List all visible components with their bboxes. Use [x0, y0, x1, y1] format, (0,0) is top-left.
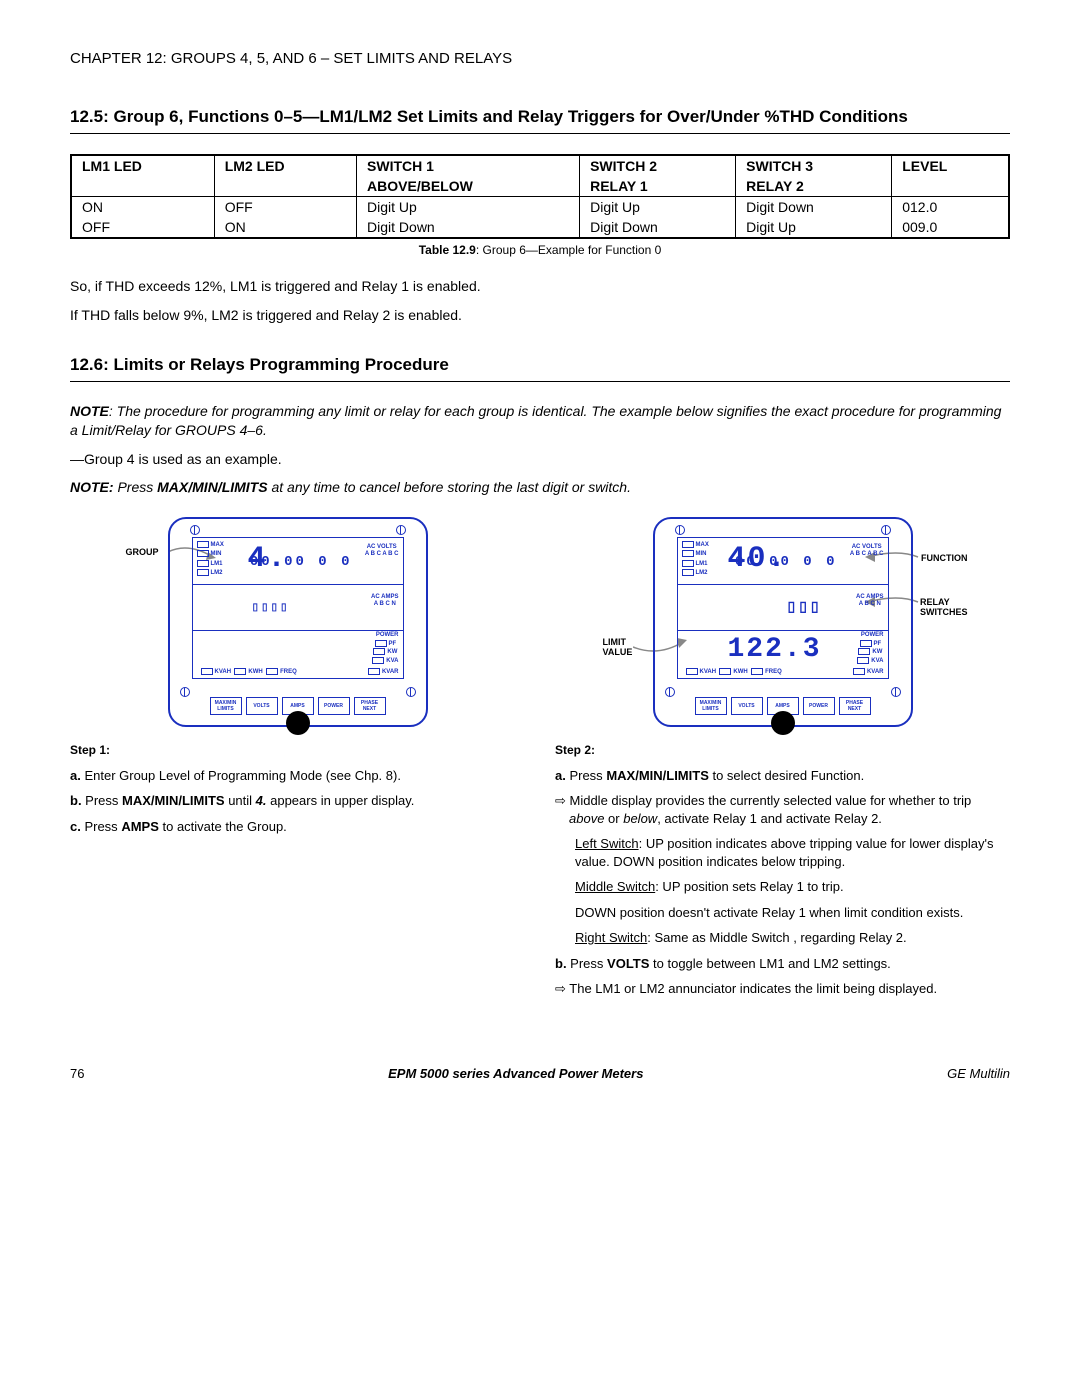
td: Digit Up — [357, 197, 580, 218]
td: Digit Up — [580, 197, 736, 218]
section-12-5-title: 12.5: Group 6, Functions 0–5—LM1/LM2 Set… — [70, 107, 1010, 127]
th — [892, 176, 1009, 197]
th: ABOVE/BELOW — [357, 176, 580, 197]
th: SWITCH 2 — [580, 155, 736, 176]
table-12-9: LM1 LED LM2 LED SWITCH 1 SWITCH 2 SWITCH… — [70, 154, 1010, 239]
rule — [70, 381, 1010, 382]
td: ON — [71, 197, 214, 218]
th: SWITCH 1 — [357, 155, 580, 176]
step-1: Step 1: a. Enter Group Level of Programm… — [70, 742, 525, 835]
step-2: Step 2: a. Press MAX/MIN/LIMITS to selec… — [555, 742, 1010, 998]
th: LM1 LED — [71, 155, 214, 176]
td: ON — [214, 217, 356, 238]
td: Digit Down — [357, 217, 580, 238]
btn-volts: VOLTS — [246, 697, 278, 715]
td: OFF — [71, 217, 214, 238]
note: NOTE: The procedure for programming any … — [70, 402, 1010, 440]
btn-volts: VOLTS — [731, 697, 763, 715]
btn-phase: PHASE NEXT — [354, 697, 386, 715]
footer-title: EPM 5000 series Advanced Power Meters — [388, 1066, 643, 1081]
display-limit: 122.3 — [728, 634, 822, 665]
callout-group: GROUP — [126, 547, 159, 557]
meter-diagram-2: FUNCTION RELAY SWITCHES LIMIT VALUE — [623, 517, 943, 727]
th: LEVEL — [892, 155, 1009, 176]
td: OFF — [214, 197, 356, 218]
callout-function: FUNCTION — [921, 553, 968, 563]
meter-diagram-1: GROUP MAX MIN LM1 LM2 4. — [138, 517, 458, 727]
th: SWITCH 3 — [736, 155, 892, 176]
td: Digit Down — [580, 217, 736, 238]
footer-brand: GE Multilin — [947, 1066, 1010, 1081]
chapter-header: CHAPTER 12: GROUPS 4, 5, AND 6 – SET LIM… — [70, 50, 1010, 67]
section-12-6-title: 12.6: Limits or Relays Programming Proce… — [70, 355, 1010, 375]
knob-icon — [771, 711, 795, 735]
td: 009.0 — [892, 217, 1009, 238]
btn-maxmin: MAX/MIN LIMITS — [695, 697, 727, 715]
td: 012.0 — [892, 197, 1009, 218]
table-row: OFF ON Digit Down Digit Down Digit Up 00… — [71, 217, 1009, 238]
td: Digit Down — [736, 197, 892, 218]
btn-power: POWER — [803, 697, 835, 715]
rule — [70, 133, 1010, 134]
btn-maxmin: MAX/MIN LIMITS — [210, 697, 242, 715]
table-header-row1: LM1 LED LM2 LED SWITCH 1 SWITCH 2 SWITCH… — [71, 155, 1009, 176]
note: NOTE: Press MAX/MIN/LIMITS at any time t… — [70, 478, 1010, 497]
page-number: 76 — [70, 1066, 84, 1081]
paragraph: —Group 4 is used as an example. — [70, 450, 1010, 469]
btn-phase: PHASE NEXT — [839, 697, 871, 715]
th: LM2 LED — [214, 155, 356, 176]
th: RELAY 1 — [580, 176, 736, 197]
btn-power: POWER — [318, 697, 350, 715]
th: RELAY 2 — [736, 176, 892, 197]
th — [214, 176, 356, 197]
paragraph: If THD falls below 9%, LM2 is triggered … — [70, 306, 1010, 325]
th — [71, 176, 214, 197]
callout-limit: LIMIT VALUE — [603, 637, 633, 657]
table-header-row2: ABOVE/BELOW RELAY 1 RELAY 2 — [71, 176, 1009, 197]
table-row: ON OFF Digit Up Digit Up Digit Down 012.… — [71, 197, 1009, 218]
td: Digit Up — [736, 217, 892, 238]
table-caption: Table 12.9: Group 6—Example for Function… — [70, 243, 1010, 257]
paragraph: So, if THD exceeds 12%, LM1 is triggered… — [70, 277, 1010, 296]
page-footer: 76 EPM 5000 series Advanced Power Meters… — [70, 1066, 1010, 1081]
callout-relay: RELAY SWITCHES — [920, 597, 968, 617]
knob-icon — [286, 711, 310, 735]
